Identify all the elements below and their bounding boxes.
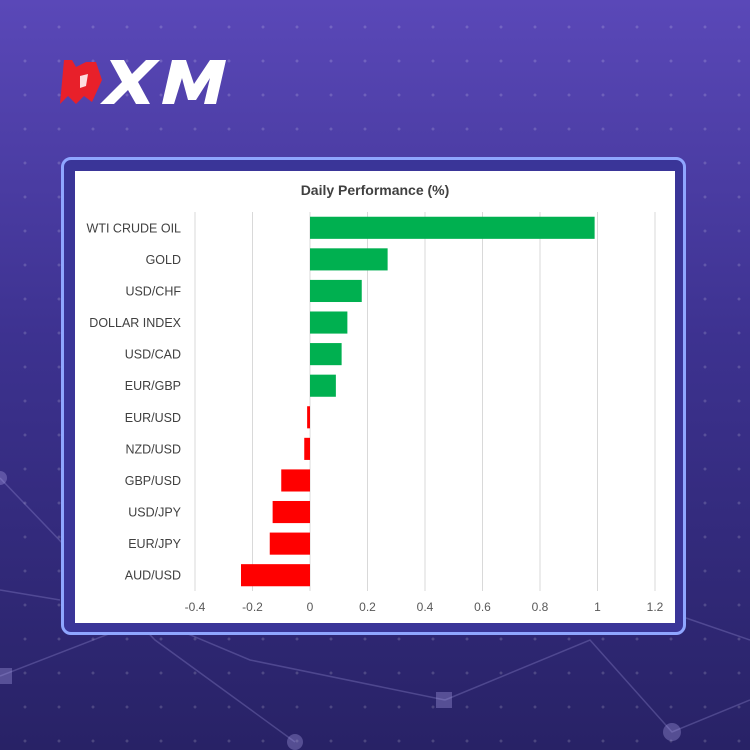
category-label: EUR/USD <box>125 411 181 425</box>
bar <box>241 564 310 587</box>
chart-panel: Daily Performance (%) -0.4 -0.2 0 0.2 0.4 0.6… <box>75 171 675 623</box>
bar <box>310 311 348 334</box>
bar <box>310 216 595 239</box>
x-tick-label: -0.2 <box>242 600 263 614</box>
bar <box>304 437 310 460</box>
x-tick-label: 1 <box>594 600 601 614</box>
category-label: WTI CRUDE OIL <box>87 221 181 235</box>
category-label: EUR/JPY <box>128 537 181 551</box>
category-label: NZD/USD <box>125 442 181 456</box>
category-label: USD/CAD <box>125 348 181 362</box>
category-label: AUD/USD <box>125 569 181 583</box>
xm-logo <box>60 60 226 104</box>
x-tick-label: 0 <box>307 600 314 614</box>
x-tick-label: 0.6 <box>474 600 491 614</box>
category-label: DOLLAR INDEX <box>89 316 181 330</box>
bar <box>310 343 342 366</box>
bar-chart: -0.4 -0.2 0 0.2 0.4 0.6 0.8 1 1.2 WTI CRUDE OIL GO… <box>87 212 664 614</box>
x-tick-label: 0.2 <box>359 600 376 614</box>
x-tick-label: 1.2 <box>647 600 664 614</box>
bar <box>307 406 310 429</box>
bar <box>310 248 388 271</box>
bar <box>281 469 310 492</box>
bar <box>272 500 310 524</box>
x-tick-label: 0.4 <box>417 600 434 614</box>
category-label: GOLD <box>146 253 181 267</box>
x-tick-label: 0.8 <box>532 600 549 614</box>
bar <box>269 532 310 555</box>
bar <box>310 374 336 397</box>
bar <box>310 279 362 303</box>
category-label: GBP/USD <box>125 474 181 488</box>
x-tick-label: -0.4 <box>185 600 206 614</box>
category-label: USD/JPY <box>128 506 181 520</box>
category-label: EUR/GBP <box>125 379 181 393</box>
chart-title: Daily Performance (%) <box>300 182 450 198</box>
category-label: USD/CHF <box>125 284 181 298</box>
